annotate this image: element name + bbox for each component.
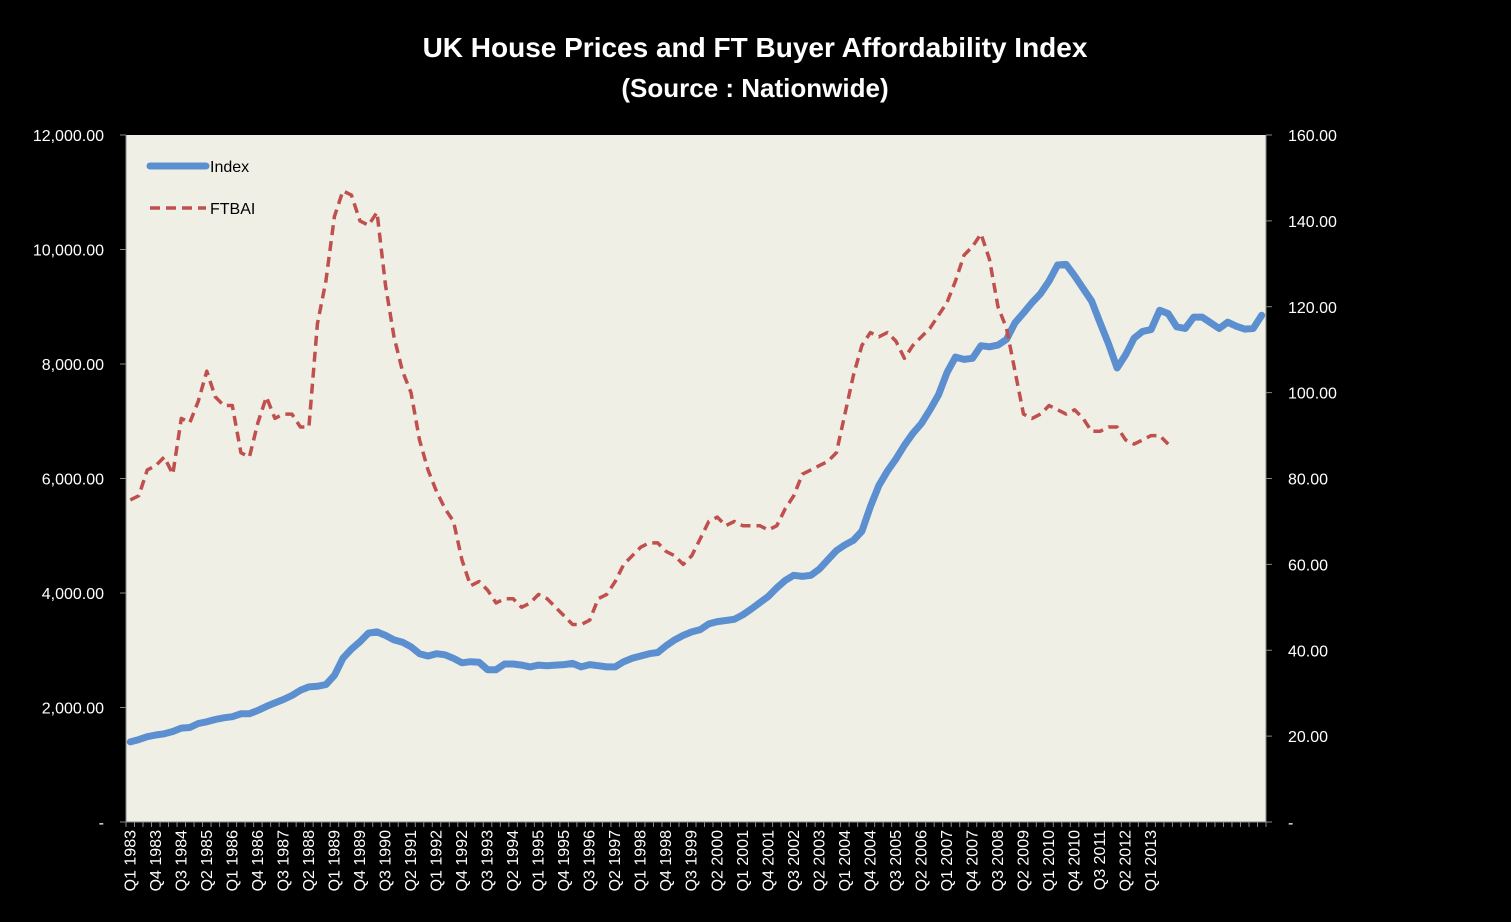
legend-label-index: Index — [210, 159, 249, 176]
left-tick-label: 10,000.00 — [33, 243, 104, 260]
legend: Index FTBAI — [146, 159, 255, 218]
x-tick-label: Q2 2006 — [913, 830, 930, 891]
series-group — [126, 189, 1266, 746]
x-tick-label: Q1 1983 — [122, 830, 139, 891]
x-tick-label: Q1 2013 — [1143, 830, 1160, 891]
x-tick-label: Q3 2002 — [786, 830, 803, 891]
x-tick-label: Q3 1996 — [582, 830, 599, 891]
right-tick-label: 40.00 — [1288, 643, 1328, 660]
left-axis-ticks: - 2,000.00 4,000.00 6,000.00 8,000.00 10,000.… — [33, 128, 126, 832]
chart-title: UK House Prices and FT Buyer Affordabili… — [423, 32, 1088, 63]
series-line-ftbai — [129, 189, 1170, 627]
right-tick-label: 80.00 — [1288, 472, 1328, 489]
x-tick-label: Q3 1987 — [275, 830, 292, 891]
x-tick-label: Q2 2009 — [1016, 830, 1033, 891]
left-tick-label: 6,000.00 — [42, 472, 104, 489]
x-tick-label: Q1 2004 — [837, 830, 854, 891]
x-tick-label: Q3 1984 — [173, 830, 190, 891]
x-tick-label: Q4 1989 — [352, 830, 369, 891]
right-tick-label: 100.00 — [1288, 386, 1337, 403]
x-tick-label: Q4 2001 — [760, 830, 777, 891]
right-tick-label: 140.00 — [1288, 214, 1337, 231]
x-tick-label: Q1 1998 — [633, 830, 650, 891]
x-axis-ticks: Q1 1983 Q4 1983 Q3 1984 Q2 1985 Q1 1986 Q4 19… — [122, 822, 1267, 891]
x-tick-label: Q2 1988 — [301, 830, 318, 891]
x-tick-label: Q4 1992 — [454, 830, 471, 891]
x-tick-label: Q1 1989 — [326, 830, 343, 891]
x-tick-label: Q3 1993 — [480, 830, 497, 891]
left-tick-label: 12,000.00 — [33, 128, 104, 145]
left-tick-label: - — [99, 815, 104, 832]
right-tick-label: 120.00 — [1288, 300, 1337, 317]
x-tick-label: Q4 2007 — [964, 830, 981, 891]
left-tick-label: 2,000.00 — [42, 701, 104, 718]
x-tick-label: Q1 1995 — [531, 830, 548, 891]
right-tick-label: 20.00 — [1288, 729, 1328, 746]
x-tick-label: Q2 1994 — [505, 830, 522, 891]
x-tick-label: Q4 1986 — [250, 830, 267, 891]
x-tick-label: Q1 2010 — [1041, 830, 1058, 891]
x-tick-label: Q1 1992 — [429, 830, 446, 891]
x-tick-label: Q2 2012 — [1118, 830, 1135, 891]
x-tick-label: Q2 1997 — [607, 830, 624, 891]
right-tick-label: - — [1288, 815, 1293, 832]
x-tick-label: Q2 2003 — [811, 830, 828, 891]
right-tick-label: 160.00 — [1288, 128, 1337, 145]
right-axis-ticks: - 20.00 40.00 60.00 80.00 100.00 120.00 140.00 1… — [1266, 128, 1337, 832]
x-tick-label: Q4 1995 — [556, 830, 573, 891]
x-tick-label: Q3 1990 — [377, 830, 394, 891]
x-tick-label: Q4 2010 — [1067, 830, 1084, 891]
series-line-index — [126, 260, 1266, 746]
x-tick-label: Q4 1983 — [148, 830, 165, 891]
legend-label-ftbai: FTBAI — [210, 201, 255, 218]
x-tick-label: Q1 1986 — [224, 830, 241, 891]
right-tick-label: 60.00 — [1288, 557, 1328, 574]
x-tick-label: Q4 1998 — [658, 830, 675, 891]
x-tick-label: Q2 2000 — [709, 830, 726, 891]
x-tick-label: Q2 1985 — [199, 830, 216, 891]
left-tick-label: 4,000.00 — [42, 586, 104, 603]
x-tick-label: Q3 1999 — [684, 830, 701, 891]
x-tick-label: Q2 1991 — [403, 830, 420, 891]
x-tick-label: Q1 2001 — [735, 830, 752, 891]
chart-subtitle: (Source : Nationwide) — [621, 73, 888, 103]
left-tick-label: 8,000.00 — [42, 357, 104, 374]
x-tick-label: Q1 2007 — [939, 830, 956, 891]
x-tick-label: Q3 2005 — [888, 830, 905, 891]
x-tick-label: Q3 2008 — [990, 830, 1007, 891]
x-tick-label: Q3 2011 — [1092, 830, 1109, 890]
x-tick-label: Q4 2004 — [862, 830, 879, 891]
plot-area — [126, 135, 1266, 822]
